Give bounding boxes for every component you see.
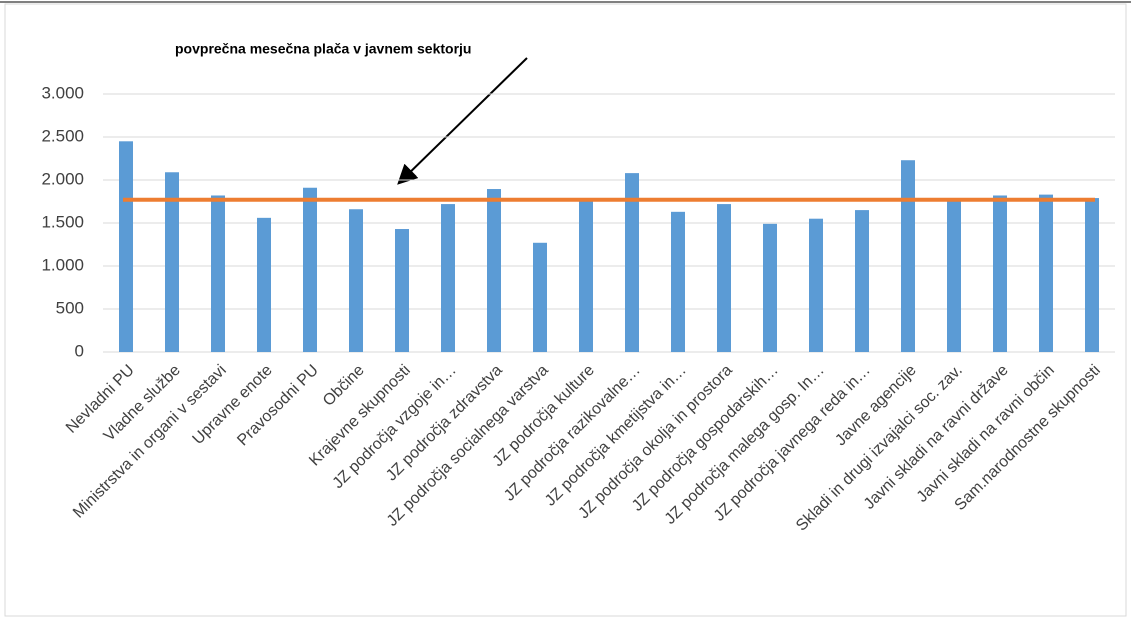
bar (533, 242, 547, 352)
y-tick-label: 3.000 (41, 83, 84, 102)
bar (303, 187, 317, 352)
y-tick-label: 1.000 (41, 255, 84, 274)
bar (717, 204, 731, 352)
y-tick-label: 2.500 (41, 126, 84, 145)
bar (165, 172, 179, 352)
x-tick-label: Upravne enote (190, 362, 276, 448)
bar (1039, 194, 1053, 352)
y-tick-label: 500 (56, 298, 84, 317)
bar (257, 217, 271, 352)
bar (947, 201, 961, 352)
bar (809, 218, 823, 352)
bar (119, 141, 133, 352)
bar (1085, 198, 1099, 352)
bar (395, 229, 409, 352)
bar (901, 160, 915, 352)
annotation-arrow (397, 57, 528, 185)
chart-frame (4, 3, 1127, 617)
y-tick-label: 1.500 (41, 212, 84, 231)
bar (763, 223, 777, 352)
x-tick-label: Javne agencije (832, 362, 920, 450)
bar (441, 204, 455, 352)
y-tick-label: 2.000 (41, 169, 84, 188)
bar (993, 195, 1007, 352)
bar (855, 210, 869, 352)
x-tick-label: Pravosodni PU (234, 362, 321, 449)
bar (625, 173, 639, 352)
bar (579, 201, 593, 352)
annotation: povprečna mesečna plača v javnem sektorj… (175, 41, 471, 57)
y-tick-label: 0 (75, 341, 84, 360)
x-tick-label: Skladi in drugi izvajalci soc. zav. (793, 362, 966, 535)
bar (349, 209, 363, 352)
bar (671, 211, 685, 352)
bar (211, 195, 225, 352)
bar (487, 189, 501, 352)
